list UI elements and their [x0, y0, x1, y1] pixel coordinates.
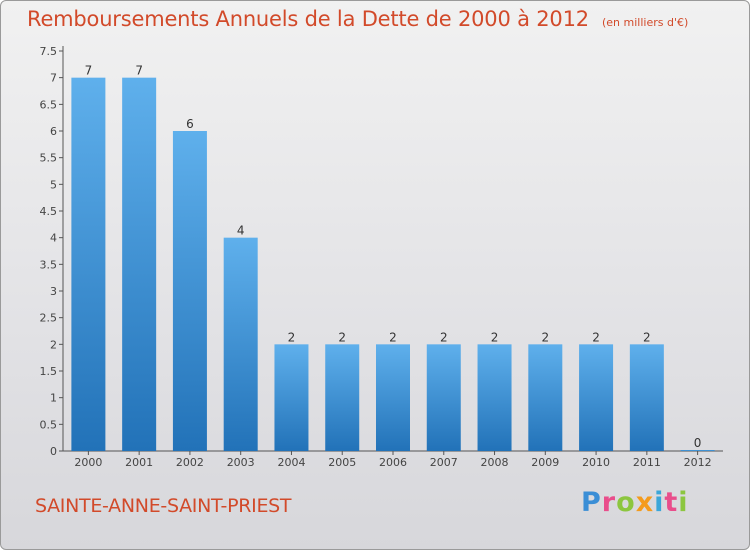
bar-value-label: 2: [338, 330, 346, 344]
bar-value-label: 2: [288, 330, 296, 344]
y-tick-label: 5.5: [40, 152, 58, 165]
bar-value-label: 2: [491, 330, 499, 344]
x-tick-label: 2010: [582, 456, 610, 469]
y-tick-label: 5: [50, 178, 57, 191]
bar: [376, 344, 410, 451]
bar: [629, 344, 664, 451]
x-tick-label: 2001: [125, 456, 153, 469]
y-tick-label: 0: [50, 445, 57, 458]
bar: [528, 344, 563, 451]
y-tick-label: 4: [50, 232, 57, 245]
bar-value-label: 2: [592, 330, 600, 344]
bar: [274, 344, 309, 451]
town-name: SAINTE-ANNE-SAINT-PRIEST: [35, 495, 292, 517]
bar: [680, 450, 715, 451]
y-tick-label: 0.5: [40, 418, 58, 431]
y-tick-label: 3.5: [40, 258, 58, 271]
y-tick-label: 7.5: [40, 45, 58, 58]
x-tick-label: 2004: [277, 456, 305, 469]
y-tick-label: 7: [50, 72, 57, 85]
x-tick-label: 2005: [328, 456, 356, 469]
bar: [122, 77, 157, 452]
bar-value-label: 4: [237, 224, 245, 238]
x-tick-label: 2000: [74, 456, 102, 469]
bar-value-label: 7: [85, 64, 93, 78]
bar-value-label: 0: [694, 436, 702, 450]
bar: [426, 344, 461, 451]
chart-subtitle: (en milliers d'€): [602, 16, 689, 29]
bar: [325, 344, 360, 451]
x-tick-label: 2007: [430, 456, 458, 469]
title-row: Remboursements Annuels de la Dette de 20…: [27, 7, 688, 31]
bar-value-label: 6: [186, 117, 194, 131]
bar: [172, 131, 207, 451]
y-tick-label: 2.5: [40, 312, 58, 325]
x-tick-label: 2012: [684, 456, 712, 469]
bar-value-label: 2: [541, 330, 549, 344]
y-tick-label: 6: [50, 125, 57, 138]
bar: [71, 77, 106, 452]
bar-value-label: 7: [135, 64, 143, 78]
x-tick-label: 2002: [176, 456, 204, 469]
bar: [579, 344, 614, 451]
y-tick-label: 2: [50, 338, 57, 351]
y-tick-label: 6.5: [40, 98, 58, 111]
bar-value-label: 2: [440, 330, 448, 344]
bar-value-label: 2: [643, 330, 651, 344]
bar-value-label: 2: [389, 330, 397, 344]
proxiti-logo: Proxiti: [581, 487, 689, 518]
x-tick-label: 2008: [481, 456, 509, 469]
bar: [223, 237, 258, 451]
x-tick-label: 2003: [227, 456, 255, 469]
x-tick-label: 2011: [633, 456, 661, 469]
y-tick-label: 3: [50, 285, 57, 298]
chart-title: Remboursements Annuels de la Dette de 20…: [27, 7, 589, 31]
y-tick-label: 4.5: [40, 205, 58, 218]
x-tick-label: 2006: [379, 456, 407, 469]
bar: [477, 344, 512, 451]
x-tick-label: 2009: [531, 456, 559, 469]
y-tick-label: 1.5: [40, 365, 58, 378]
y-tick-label: 1: [50, 392, 57, 405]
